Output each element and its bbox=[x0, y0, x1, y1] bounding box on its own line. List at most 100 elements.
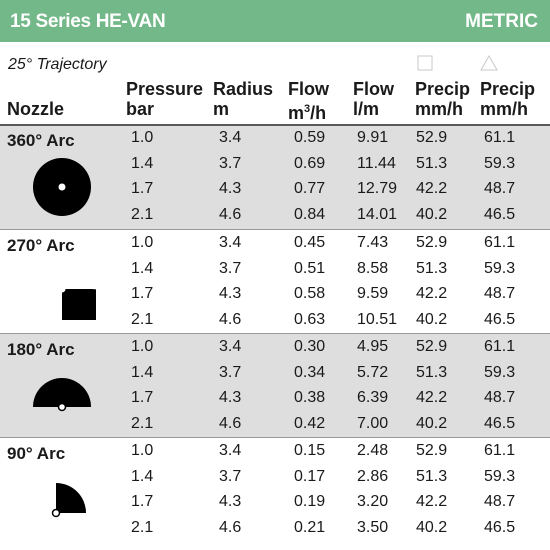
precip-square-cell: 42.2 bbox=[416, 389, 448, 406]
flow-lm-cell: 9.59 bbox=[357, 285, 389, 302]
pressure-cell: 2.1 bbox=[131, 205, 154, 223]
column-header-flow-m3h-unit: m3/h bbox=[288, 103, 327, 123]
nozzle-group-180 bbox=[0, 334, 550, 438]
pressure-cell: 1.0 bbox=[131, 234, 154, 251]
precip-triangle-cell: 61.1 bbox=[484, 129, 516, 146]
flow-lm-cell: 9.91 bbox=[357, 129, 389, 146]
square-icon bbox=[417, 55, 433, 71]
flow-m3h-cell: 0.77 bbox=[294, 180, 326, 197]
column-header-precip-square: Precip mm/h bbox=[415, 79, 470, 119]
column-header-flow-lm: Flow l/m bbox=[353, 79, 394, 119]
column-header-pressure-label: Pressure bbox=[126, 79, 204, 99]
precip-triangle-cell: 46.5 bbox=[484, 310, 516, 328]
flow-lm-cell: 10.51 bbox=[357, 310, 398, 328]
radius-cell: 3.4 bbox=[219, 442, 242, 459]
flow-lm-cell: 8.58 bbox=[357, 259, 389, 277]
precip-triangle-cell: 46.5 bbox=[484, 205, 516, 223]
pressure-cell: 2.1 bbox=[131, 310, 154, 328]
precip-triangle-cell: 59.3 bbox=[484, 154, 516, 172]
header-divider bbox=[0, 124, 550, 126]
precip-square-cell: 40.2 bbox=[416, 414, 448, 432]
flow-lm-cell: 5.72 bbox=[357, 363, 389, 381]
column-header-pressure: Pressure bar bbox=[126, 79, 203, 119]
column-header-precip-triangle: Precip mm/h bbox=[480, 79, 535, 119]
precip-triangle-cell: 48.7 bbox=[484, 180, 516, 197]
flow-m3h-cell: 0.69 bbox=[294, 154, 326, 172]
radius-cell: 3.7 bbox=[219, 259, 242, 277]
table-header-bar: 15 Series HE-VAN METRIC bbox=[0, 0, 550, 42]
flow-m3h-cell: 0.15 bbox=[294, 442, 326, 459]
precip-triangle-cell: 61.1 bbox=[484, 234, 516, 251]
radius-cell: 4.3 bbox=[219, 389, 242, 406]
radius-cell: 3.4 bbox=[219, 338, 242, 355]
column-header-precip-square-unit: mm/h bbox=[415, 99, 464, 119]
radius-cell: 3.7 bbox=[219, 154, 242, 172]
product-title: 15 Series HE-VAN bbox=[10, 11, 166, 32]
nozzle-group-90 bbox=[0, 438, 550, 542]
radius-cell: 4.6 bbox=[219, 414, 242, 432]
pressure-cell: 1.4 bbox=[131, 154, 154, 172]
arc-label-180: 180° Arc bbox=[7, 340, 75, 359]
flow-lm-cell: 14.01 bbox=[357, 205, 398, 223]
flow-lm-cell: 7.00 bbox=[357, 414, 389, 432]
flow-m3h-cell: 0.84 bbox=[294, 205, 326, 223]
column-header-precip-triangle-unit: mm/h bbox=[480, 99, 529, 119]
column-header-radius: Radius m bbox=[213, 79, 273, 119]
flow-m3h-cell: 0.58 bbox=[294, 285, 326, 302]
precip-square-cell: 40.2 bbox=[416, 518, 448, 536]
flow-lm-cell: 4.95 bbox=[357, 338, 389, 355]
arc-label-90: 90° Arc bbox=[7, 444, 66, 463]
precip-triangle-cell: 61.1 bbox=[484, 338, 516, 355]
arc-label-270: 270° Arc bbox=[7, 236, 75, 255]
flow-m3h-cell: 0.34 bbox=[294, 363, 326, 381]
flow-lm-cell: 2.86 bbox=[357, 467, 389, 485]
precip-square-cell: 42.2 bbox=[416, 180, 448, 197]
flow-m3h-cell: 0.63 bbox=[294, 310, 326, 328]
pressure-cell: 2.1 bbox=[131, 414, 154, 432]
column-header-precip-triangle-label: Precip bbox=[480, 79, 536, 99]
precip-square-cell: 51.3 bbox=[416, 363, 448, 381]
trajectory-label: 25° Trajectory bbox=[8, 56, 107, 73]
column-header-radius-unit: m bbox=[213, 99, 230, 119]
column-header-radius-label: Radius bbox=[213, 79, 274, 99]
full-circle-pattern-icon bbox=[33, 158, 91, 216]
precip-triangle-cell: 48.7 bbox=[484, 285, 516, 302]
flow-m3h-cell: 0.59 bbox=[294, 129, 326, 146]
flow-m3h-cell: 0.38 bbox=[294, 389, 326, 406]
radius-cell: 4.3 bbox=[219, 180, 242, 197]
radius-cell: 4.3 bbox=[219, 493, 242, 510]
flow-m3h-cell: 0.17 bbox=[294, 467, 326, 485]
column-header-pressure-unit: bar bbox=[126, 99, 155, 119]
triangle-icon bbox=[480, 55, 498, 71]
half-circle-pattern-icon bbox=[33, 378, 91, 412]
radius-cell: 3.4 bbox=[219, 129, 242, 146]
pressure-cell: 2.1 bbox=[131, 518, 154, 536]
precip-triangle-cell: 48.7 bbox=[484, 493, 516, 510]
pressure-cell: 1.4 bbox=[131, 467, 154, 485]
precip-triangle-cell: 48.7 bbox=[484, 389, 516, 406]
flow-lm-cell: 3.20 bbox=[357, 493, 389, 510]
precip-triangle-cell: 59.3 bbox=[484, 467, 516, 485]
column-header-flow-lm-label: Flow bbox=[353, 79, 394, 99]
column-header-nozzle: Nozzle bbox=[7, 99, 65, 119]
precip-square-cell: 51.3 bbox=[416, 259, 448, 277]
pressure-cell: 1.0 bbox=[131, 338, 154, 355]
precip-square-cell: 51.3 bbox=[416, 467, 448, 485]
flow-m3h-cell: 0.42 bbox=[294, 414, 326, 432]
precip-triangle-cell: 46.5 bbox=[484, 518, 516, 536]
radius-cell: 4.6 bbox=[219, 518, 242, 536]
quarter-circle-pattern-icon bbox=[51, 483, 86, 518]
group-divider bbox=[0, 333, 550, 334]
column-header-precip-square-label: Precip bbox=[415, 79, 471, 99]
precip-square-cell: 42.2 bbox=[416, 493, 448, 510]
flow-m3h-cell: 0.21 bbox=[294, 518, 326, 536]
flow-m3h-cell: 0.45 bbox=[294, 234, 326, 251]
pressure-cell: 1.7 bbox=[131, 493, 154, 510]
precip-triangle-cell: 59.3 bbox=[484, 363, 516, 381]
flow-m3h-cell: 0.30 bbox=[294, 338, 326, 355]
precip-square-cell: 40.2 bbox=[416, 310, 448, 328]
precip-square-cell: 42.2 bbox=[416, 285, 448, 302]
precip-triangle-cell: 46.5 bbox=[484, 414, 516, 432]
arc-label-360: 360° Arc bbox=[7, 131, 75, 150]
pressure-cell: 1.7 bbox=[131, 389, 154, 406]
